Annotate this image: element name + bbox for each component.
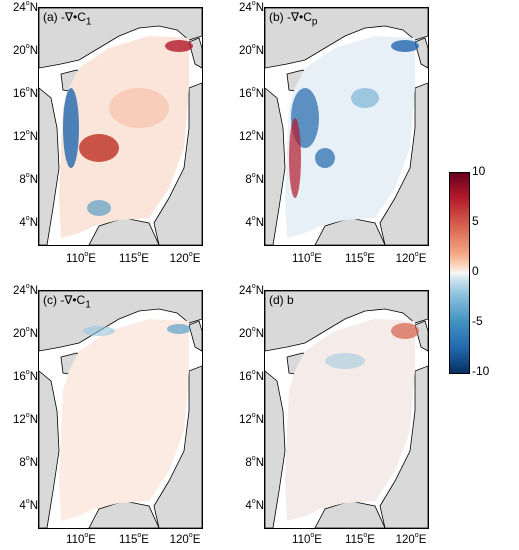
lon-tick-a-110: 110oE: [66, 251, 96, 265]
panel-label-a: (a) -∇•C1: [43, 10, 92, 28]
colorbar-tick-5: 5: [472, 214, 479, 228]
lon-tick-b-120: 120oE: [395, 251, 427, 265]
lat-tick-a-4: 4oN: [19, 215, 38, 229]
map-canvas-d: [265, 291, 428, 528]
lon-tick-a-120: 120oE: [169, 251, 201, 265]
lat-tick-a-24: 24oN: [12, 0, 38, 14]
colorbar-tick-minus10: -10: [472, 364, 490, 378]
lat-tick-a-20: 20oN: [12, 43, 38, 57]
map-panel-a: (a) -∇•C1: [38, 7, 203, 246]
lat-tick-d-20: 20oN: [238, 326, 264, 340]
lat-tick-b-4: 4oN: [245, 215, 264, 229]
lat-tick-d-16: 16oN: [238, 369, 264, 383]
lat-tick-c-12: 12oN: [12, 412, 38, 426]
panel-label-b: (b) -∇•Cp: [269, 10, 318, 28]
map-canvas-a: [39, 8, 202, 245]
lon-tick-c-110: 110oE: [66, 532, 96, 546]
panel-label-d: (d) b: [269, 293, 294, 307]
colorbar-tick-0: 0: [472, 264, 479, 278]
land-china: [39, 8, 202, 69]
land-taiwan: [188, 37, 202, 69]
lat-tick-b-8: 8oN: [245, 172, 264, 186]
map-canvas-c: [39, 291, 202, 528]
lat-tick-d-24: 24oN: [238, 283, 264, 297]
lon-tick-d-115: 115oE: [345, 532, 375, 546]
land-indochina: [39, 87, 60, 245]
lon-tick-d-120: 120oE: [395, 532, 427, 546]
lat-tick-d-4: 4oN: [245, 498, 264, 512]
lat-tick-c-4: 4oN: [19, 498, 38, 512]
lat-tick-d-12: 12oN: [238, 412, 264, 426]
lat-tick-b-16: 16oN: [238, 86, 264, 100]
lat-tick-c-16: 16oN: [12, 369, 38, 383]
lat-tick-c-20: 20oN: [12, 326, 38, 340]
colorbar-tick-minus5: -5: [472, 314, 483, 328]
land-philippines: [153, 82, 202, 245]
colorbar-tick-10: 10: [472, 164, 486, 178]
colorbar: [449, 172, 470, 374]
lon-tick-a-115: 115oE: [119, 251, 149, 265]
lon-tick-b-115: 115oE: [345, 251, 375, 265]
map-panel-d: (d) b: [264, 290, 429, 529]
lat-tick-b-24: 24oN: [238, 0, 264, 14]
lon-tick-d-110: 110oE: [292, 532, 322, 546]
lat-tick-a-8: 8oN: [19, 172, 38, 186]
land-borneo: [88, 217, 160, 245]
lon-tick-c-120: 120oE: [169, 532, 201, 546]
lat-tick-a-16: 16oN: [12, 86, 38, 100]
lat-tick-c-24: 24oN: [12, 283, 38, 297]
lat-tick-a-12: 12oN: [12, 129, 38, 143]
sea-field: [59, 36, 189, 238]
lon-tick-b-110: 110oE: [292, 251, 322, 265]
lat-tick-b-20: 20oN: [238, 43, 264, 57]
lat-tick-c-8: 8oN: [19, 455, 38, 469]
map-panel-c: (c) -∇•C1: [38, 290, 203, 529]
map-canvas-b: [265, 8, 428, 245]
panel-label-c: (c) -∇•C1: [43, 293, 91, 311]
map-panel-b: (b) -∇•Cp: [264, 7, 429, 246]
lat-tick-d-8: 8oN: [245, 455, 264, 469]
lat-tick-b-12: 12oN: [238, 129, 264, 143]
lon-tick-c-115: 115oE: [119, 532, 149, 546]
